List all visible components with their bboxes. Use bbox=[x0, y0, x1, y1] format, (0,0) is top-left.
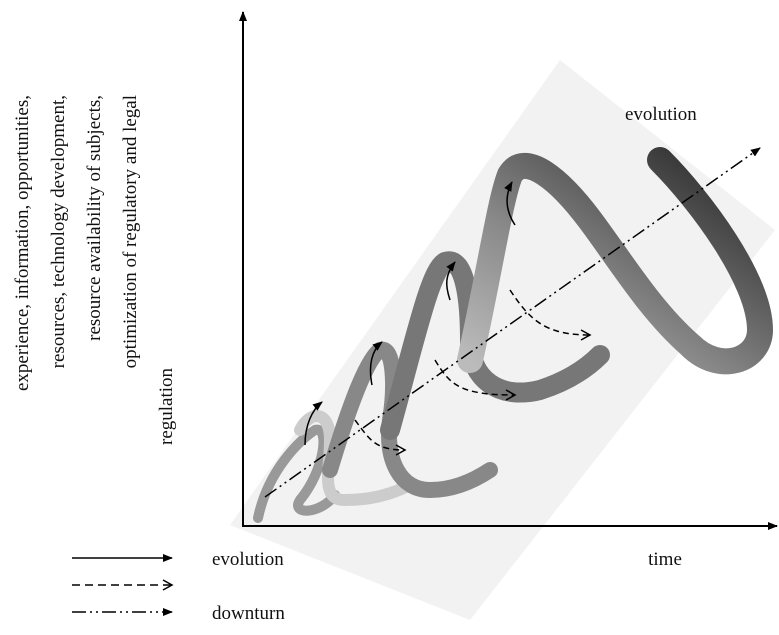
y-axis-label-line: optimization of regulatory and legal bbox=[120, 95, 141, 368]
y-axis-label-line: resources, technology development, bbox=[48, 95, 69, 368]
legend: evolution downturn bbox=[72, 549, 285, 624]
legend-label: evolution bbox=[212, 549, 284, 570]
y-axis-label-line: regulation bbox=[156, 367, 177, 445]
legend-label: downturn bbox=[212, 603, 285, 624]
y-axis-label-line: resource availability of subjects, bbox=[84, 95, 105, 341]
y-axis-label: experience, information, opportunities, r… bbox=[12, 95, 177, 445]
x-axis-label: time bbox=[648, 549, 682, 570]
y-axis-label-line: experience, information, opportunities, bbox=[12, 95, 33, 391]
diagram: experience, information, opportunities, r… bbox=[0, 0, 779, 635]
trend-label: evolution bbox=[625, 104, 697, 125]
